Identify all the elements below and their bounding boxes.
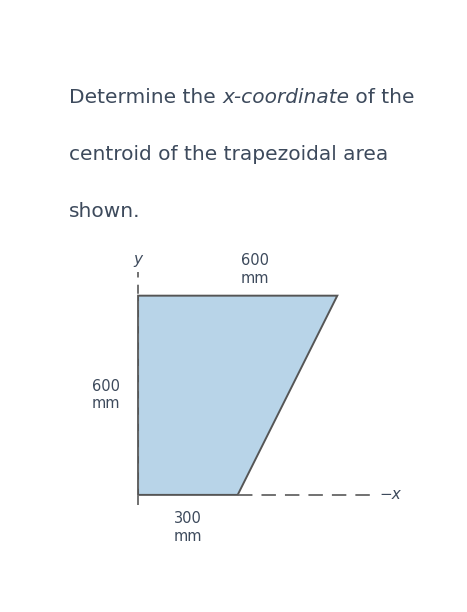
Text: centroid of the trapezoidal area: centroid of the trapezoidal area bbox=[69, 145, 389, 164]
Text: Determine the: Determine the bbox=[69, 88, 222, 106]
Text: Determine the: Determine the bbox=[69, 88, 222, 106]
Polygon shape bbox=[138, 296, 337, 495]
Text: 600
mm: 600 mm bbox=[92, 379, 120, 411]
Text: −x: −x bbox=[380, 487, 402, 502]
Text: 600
mm: 600 mm bbox=[241, 253, 269, 286]
Text: shown.: shown. bbox=[69, 203, 141, 222]
Text: of the: of the bbox=[349, 88, 415, 106]
Text: x-coordinate: x-coordinate bbox=[222, 88, 349, 106]
Text: y: y bbox=[134, 253, 142, 267]
Text: 300
mm: 300 mm bbox=[174, 512, 202, 544]
